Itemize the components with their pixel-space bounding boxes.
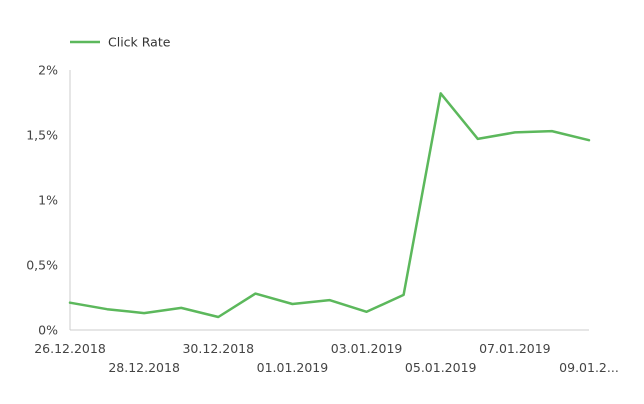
data-point[interactable] [363,308,371,316]
data-point[interactable] [474,135,482,143]
data-point[interactable] [326,296,334,304]
data-point[interactable] [140,309,148,317]
data-point[interactable] [437,89,445,97]
legend-label-click-rate: Click Rate [108,35,171,50]
x-tick-label: 26.12.2018 [34,341,106,356]
x-tick-label: 28.12.2018 [108,360,180,375]
y-tick-label: 1% [38,193,58,208]
axes [69,70,589,331]
data-point[interactable] [177,304,185,312]
x-tick-label: 07.01.2019 [479,341,551,356]
series-group [66,89,593,321]
y-tick-labels: 0% 0,5% 1% 1,5% 2% [26,63,58,338]
x-tick-label: 01.01.2019 [257,360,329,375]
x-tick-label: 03.01.2019 [331,341,403,356]
y-tick-label: 0% [38,323,58,338]
x-tick-label: 30.12.2018 [182,341,254,356]
data-point[interactable] [585,136,593,144]
data-point[interactable] [548,127,556,135]
data-point[interactable] [251,290,259,298]
series-line-click-rate[interactable] [68,92,591,319]
x-tick-label: 05.01.2019 [405,360,477,375]
data-point[interactable] [511,128,519,136]
y-tick-label: 0,5% [26,258,58,273]
y-tick-label: 2% [38,63,58,78]
data-point[interactable] [103,305,111,313]
x-tick-labels: 26.12.201828.12.201830.12.201801.01.2019… [34,341,619,375]
data-point[interactable] [400,291,408,299]
y-tick-label: 1,5% [26,128,58,143]
data-point[interactable] [66,299,74,307]
x-tick-label: 09.01.2... [559,360,619,375]
data-point[interactable] [288,300,296,308]
legend[interactable]: Click Rate [70,35,171,50]
data-point[interactable] [214,313,222,321]
